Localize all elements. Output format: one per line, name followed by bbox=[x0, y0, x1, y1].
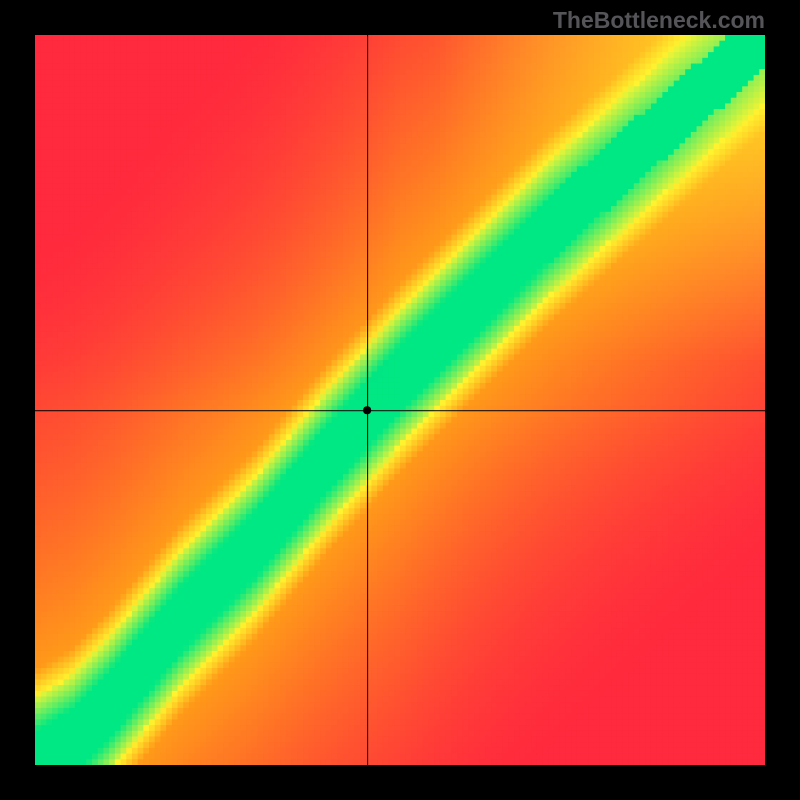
watermark-text: TheBottleneck.com bbox=[553, 7, 765, 34]
bottleneck-heatmap bbox=[35, 35, 765, 765]
